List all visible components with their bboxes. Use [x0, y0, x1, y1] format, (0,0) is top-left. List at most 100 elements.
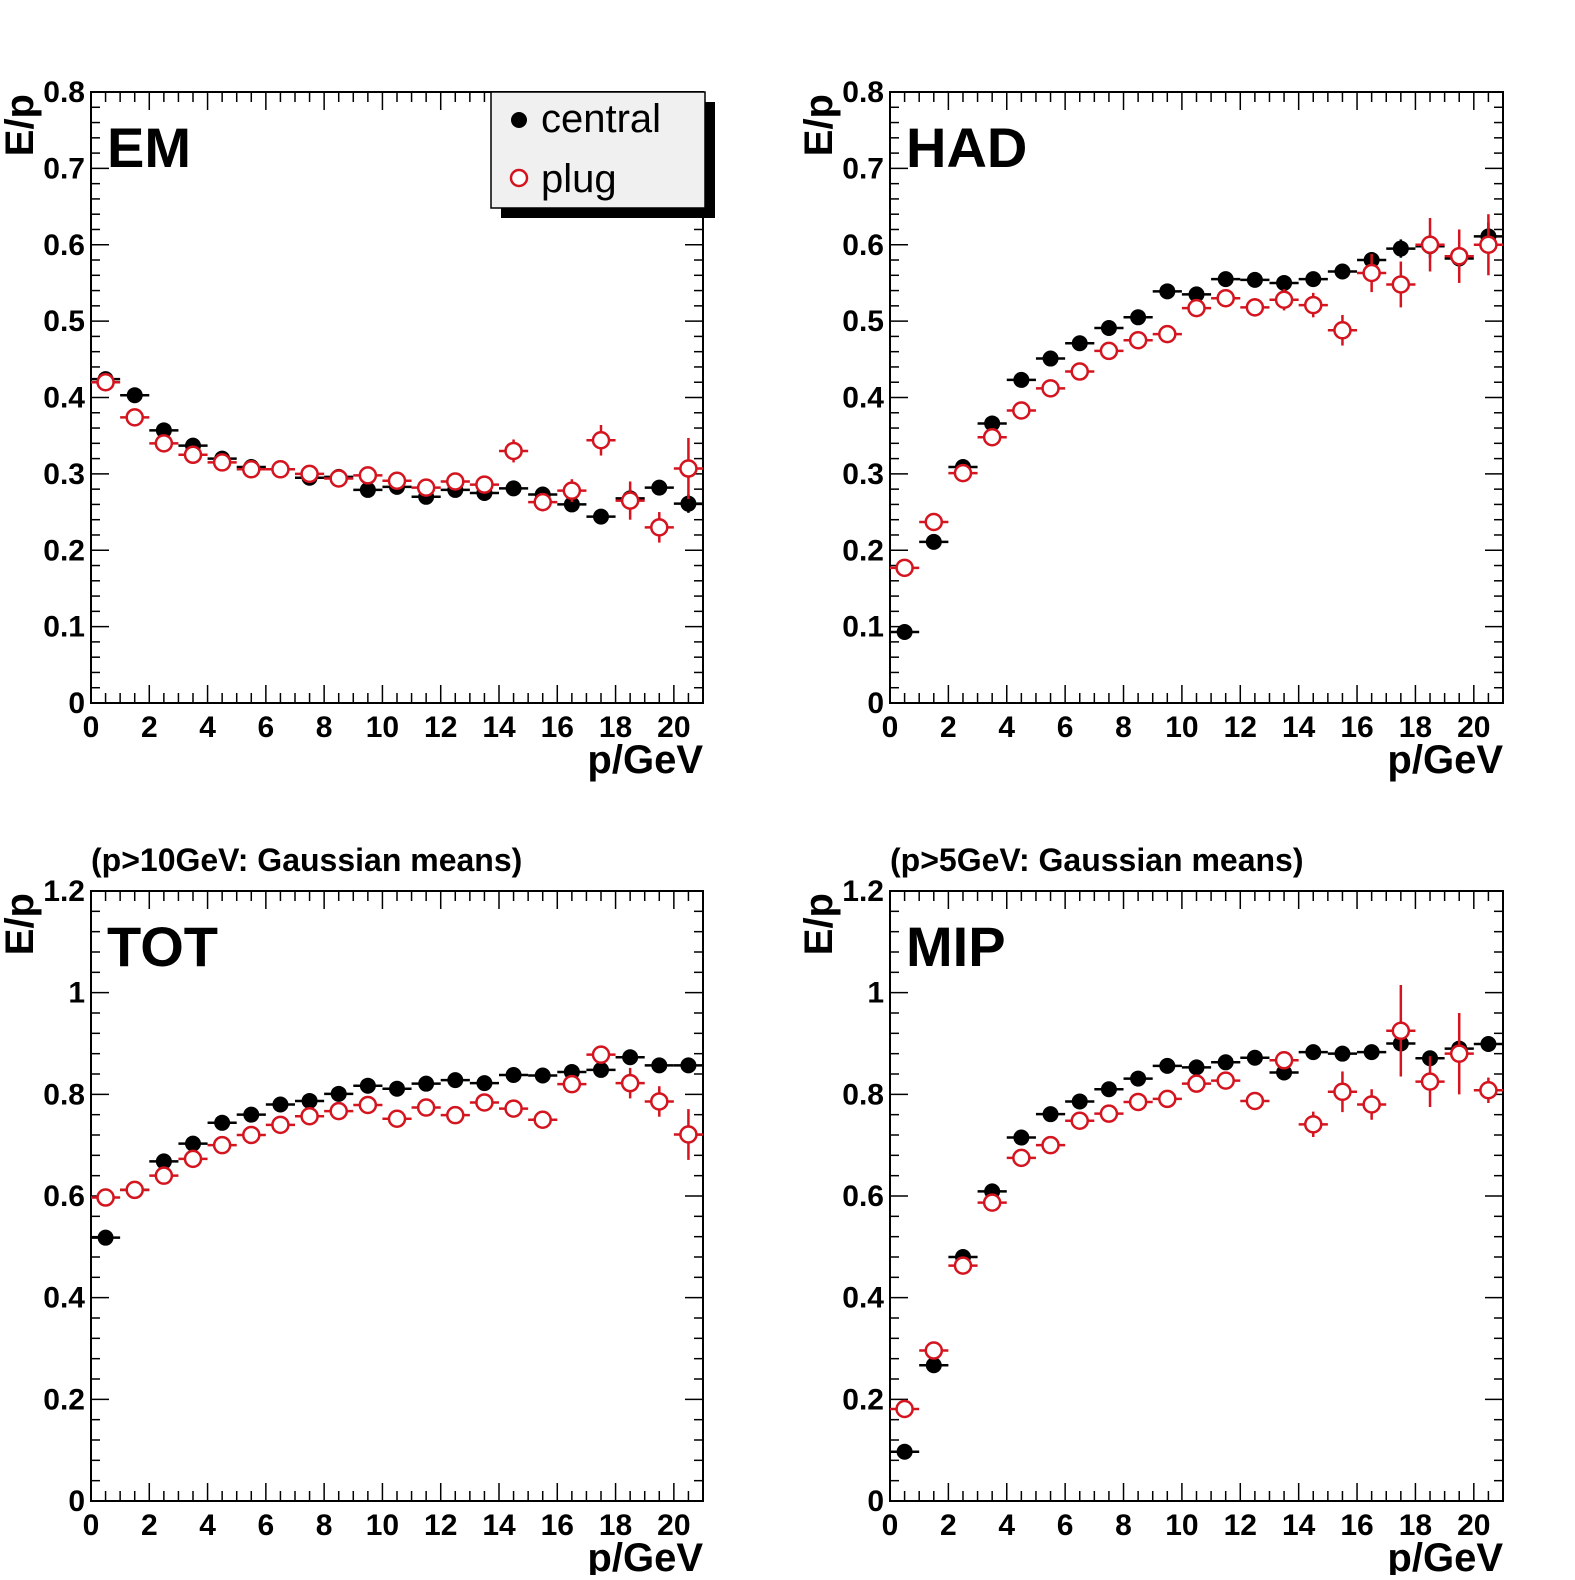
data-point — [1391, 275, 1411, 294]
data-point — [1128, 1092, 1148, 1112]
x-tick-label: 16 — [541, 1509, 574, 1542]
data-point — [1363, 1044, 1380, 1061]
x-tick-label: 12 — [1224, 711, 1257, 744]
data-point — [984, 415, 1001, 432]
x-tick-label: 18 — [599, 711, 632, 744]
data-point — [650, 1092, 669, 1111]
x-tick-label: 10 — [1165, 711, 1198, 744]
data-point — [183, 445, 203, 465]
x-tick-label: 8 — [1115, 711, 1132, 744]
data-point — [359, 481, 376, 498]
data-point — [1420, 235, 1440, 254]
data-point — [895, 1399, 914, 1419]
x-tick-label: 20 — [1457, 1509, 1490, 1542]
data-point — [1362, 263, 1381, 283]
data-point — [504, 1099, 523, 1118]
data-point — [1305, 271, 1322, 288]
data-point — [185, 1135, 201, 1152]
y-tick-label: 0.2 — [842, 1383, 884, 1416]
y-tick-label: 0.8 — [43, 1078, 85, 1111]
y-tick-label: 0.5 — [43, 305, 85, 338]
data-point — [387, 1109, 407, 1128]
data-point — [593, 1061, 609, 1078]
legend-box — [490, 91, 706, 209]
x-tick-label: 0 — [83, 711, 100, 744]
data-point — [242, 1125, 261, 1145]
x-tick-label: 16 — [541, 711, 574, 744]
y-tick-label: 1.2 — [43, 875, 85, 908]
data-point — [1128, 330, 1148, 350]
data-point — [329, 469, 348, 488]
x-tick-label: 18 — [1399, 711, 1432, 744]
data-point — [504, 441, 523, 461]
x-tick-label: 0 — [882, 1509, 899, 1542]
data-point — [154, 1166, 174, 1185]
y-tick-label: 0 — [867, 1485, 884, 1518]
data-point — [1100, 1081, 1117, 1098]
data-point — [212, 1135, 232, 1155]
panel-label: MIP — [906, 915, 1006, 978]
data-point — [1159, 1057, 1176, 1074]
data-point — [591, 1045, 611, 1064]
data-point — [126, 387, 143, 404]
data-point — [1449, 1044, 1469, 1063]
x-tick-label: 2 — [940, 1509, 957, 1542]
x-tick-label: 12 — [424, 711, 457, 744]
data-point — [1158, 324, 1177, 344]
data-point — [896, 1443, 913, 1460]
data-point — [1187, 298, 1206, 318]
series-plug — [91, 372, 703, 543]
data-point — [1099, 1104, 1119, 1123]
data-point — [1013, 1129, 1030, 1146]
data-point — [563, 496, 580, 513]
data-point — [1042, 350, 1059, 367]
panel-had: 0 2 4 6 8 10 12 14 16 18 20 0 0.1 0.2 0.3 0.4 0.5 0.6 0.7 0… — [797, 76, 1504, 782]
plot-frame — [889, 890, 1504, 1502]
x-tick-label: 4 — [199, 1509, 216, 1542]
x-tick-label: 10 — [1165, 1509, 1198, 1542]
data-point — [591, 431, 611, 450]
data-point — [183, 1149, 203, 1169]
data-point — [982, 427, 1002, 447]
x-tick-label: 8 — [1115, 1509, 1132, 1542]
data-point — [651, 1057, 668, 1074]
y-tick-label: 0.1 — [842, 611, 884, 644]
x-tick-label: 6 — [1057, 1509, 1074, 1542]
data-point — [679, 459, 698, 478]
panel-label: HAD — [906, 116, 1027, 179]
data-point — [1305, 1044, 1322, 1061]
data-point — [155, 1153, 172, 1170]
data-point — [620, 491, 640, 510]
y-tick-label: 0.6 — [842, 229, 884, 262]
x-tick-label: 0 — [83, 1509, 100, 1542]
x-tick-label: 4 — [199, 711, 216, 744]
data-point — [446, 472, 465, 491]
data-point — [1274, 290, 1294, 309]
data-point — [1334, 263, 1351, 280]
data-point — [534, 1067, 551, 1084]
series-central — [91, 1049, 703, 1246]
x-tick-label: 18 — [1399, 1509, 1432, 1542]
y-tick-label: 1 — [68, 977, 85, 1010]
x-tick-label: 2 — [141, 711, 158, 744]
x-tick-label: 14 — [482, 711, 516, 744]
data-point — [679, 1125, 698, 1144]
panel-subtitle: (p>10GeV: Gaussian means) — [91, 842, 522, 878]
data-point — [125, 1180, 144, 1200]
y-axis-label: E/p — [797, 94, 841, 156]
data-point — [212, 453, 232, 472]
y-tick-label: 0 — [68, 1485, 85, 1518]
data-point — [1071, 335, 1088, 352]
data-point — [533, 492, 552, 512]
data-point — [1392, 240, 1409, 257]
data-point — [505, 480, 522, 497]
panel-mip: 0 2 4 6 8 10 12 14 16 18 20 0 0.2 0.4 0.6 0.8 1 1.2 p/GeV E… — [797, 842, 1504, 1580]
x-tick-label: 14 — [1282, 711, 1316, 744]
y-tick-label: 0.2 — [43, 534, 85, 567]
data-point — [96, 1188, 115, 1207]
x-axis-label: p/GeV — [1387, 738, 1503, 782]
data-point — [300, 1106, 319, 1126]
x-tick-label: 12 — [424, 1509, 457, 1542]
data-point — [475, 1093, 494, 1112]
data-point — [895, 558, 914, 578]
